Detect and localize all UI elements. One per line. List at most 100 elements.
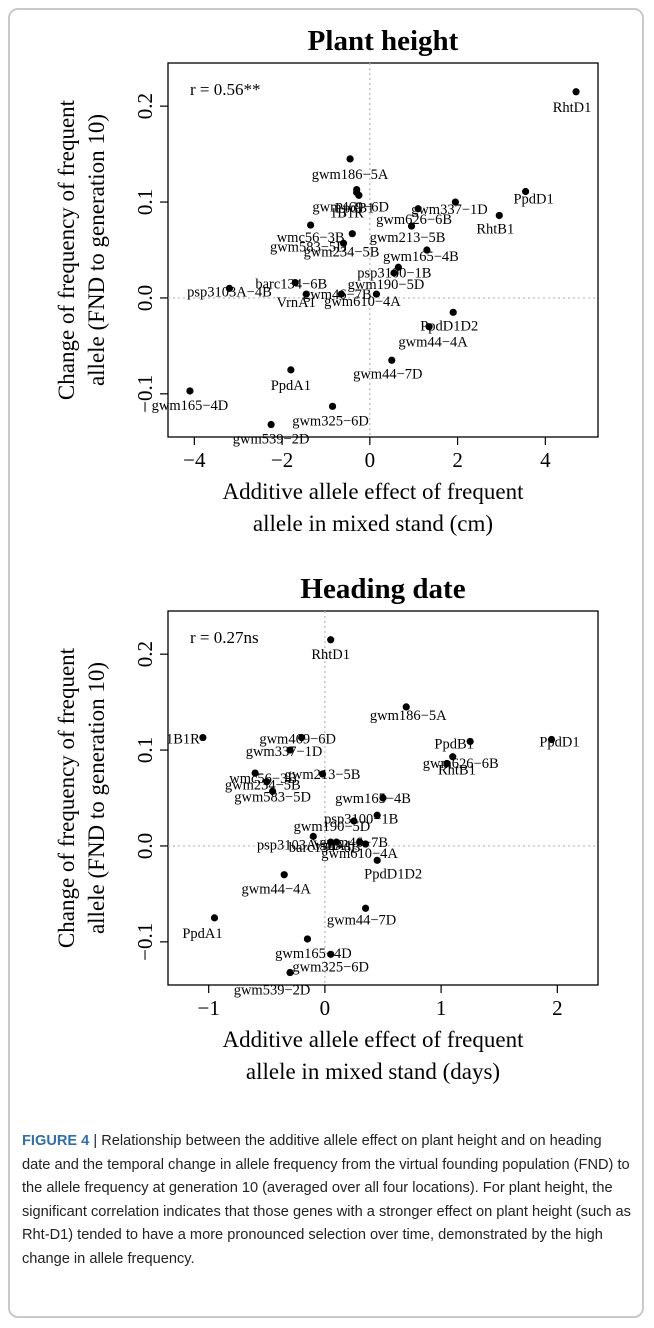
x-axis-title-line-2: allele in mixed stand (cm) [253,511,493,536]
point-label-gwm325-6d: gwm325−6D [292,413,369,429]
heading-date-chart: Heading date −1 0 1 2 −0.1 0.0 0.1 0.2 Additive a… [54,573,599,1084]
point-label-gwm190-5d: gwm190−5D [348,277,425,293]
point-label-gwm186-5a: gwm186−5A [370,708,447,724]
point-label-psp3103a-4b: psp3103A−4B [187,284,272,300]
chart-title: Heading date [300,573,465,605]
plant-height-chart: Plant height −4 −2 0 2 4 −0.1 0.0 0.1 0.2 Additive… [54,25,599,536]
point-label-gwm583-5d: gwm583−5D [270,240,347,256]
point-vrna1 [332,838,341,846]
point-label-gwm213-5b: gwm213−5B [370,230,446,246]
point-gwm337-1d [286,746,294,754]
figure-caption: FIGURE 4 | Relationship between the addi… [22,1130,634,1271]
point-1b1r [199,733,207,742]
point-gwm46-7b [356,838,364,846]
point-psp3100-1b [394,263,402,271]
point-label-gwm539-2d: gwm539−2D [234,983,311,999]
point-label-ppdb1: PpdB1 [335,201,375,217]
point-gwm325-6d [327,950,335,958]
point-gwm44-4a [280,871,288,879]
y-tick-label: 0.2 [133,93,157,119]
point-psp3103a-4b [225,284,234,292]
x-tick-label: −2 [271,448,293,472]
point-label-gwm165-4b: gwm165−4B [335,791,411,807]
point-label-psp3100-1b: psp3100−1B [324,811,398,827]
point-label-1b1r: 1B1R [166,732,200,748]
correlation-annotation: r = 0.56** [190,80,261,99]
point-gwm539-2d [286,968,294,977]
y-tick-label: 0.1 [133,737,157,763]
x-tick-label: −4 [183,448,206,472]
plot-area [167,62,599,438]
point-label-wmc56-3b: wmc56−3B [229,771,297,787]
point-label-gwm186-5a: gwm186−5A [312,167,389,183]
y-axis-title-line-1: Change of frequency of frequent [54,647,79,948]
point-label-gwm46-7b: gwm46−7B [319,835,388,851]
point-label-gwm234-5b: gwm234−5B [225,778,301,794]
point-label-ppdd1: PpdD1 [539,735,579,751]
point-label-rhtb1: RhtB1 [438,762,476,778]
caption-text: Relationship between the additive allele… [22,1133,631,1267]
point-gwm610-4a [372,290,381,298]
y-tick-label: 0.2 [133,641,157,667]
point-label-gwm583-5d: gwm583−5D [234,789,311,805]
point-gwm44-4a [425,323,433,331]
point-ppdd1 [547,735,556,744]
point-label-vrna1: VrnA1 [313,838,352,854]
point-gwm234-5b [339,239,348,247]
point-gwm44-7d [361,904,370,912]
figure-label: FIGURE 4 [22,1133,90,1149]
point-1b1r [355,191,363,199]
point-label-gwm626-6b: gwm626−6B [376,212,452,228]
point-gwm165-4b [423,246,431,254]
point-label-gwm610-4a: gwm610−4A [324,294,401,310]
point-label-psp3103a-4b: psp3103A−4B [257,837,342,853]
point-rhtb1 [495,211,503,220]
point-label-ppda1: PpdA1 [182,926,222,942]
point-barc134-6b [327,838,335,846]
point-label-gwm469-6d: gwm469−6D [259,732,336,748]
point-label-gwm337-1d: gwm337−1D [246,744,323,760]
point-gwm234-5b [263,778,271,786]
point-ppda1 [210,914,219,922]
y-tick-label: 0.1 [133,189,157,215]
point-gwm539-2d [267,420,275,429]
x-tick-label: 2 [552,996,563,1020]
correlation-annotation: r = 0.27ns [190,628,259,647]
point-label-vrna1: VrnA1 [277,295,316,311]
point-rhtd1 [572,88,580,96]
point-gwm165-4b [379,794,387,802]
point-ppdd1d2 [373,856,381,864]
x-axis-title-line-2: allele in mixed stand (days) [246,1059,500,1084]
point-gwm626-6b [449,753,457,761]
point-gwm213-5b [407,222,416,230]
chart-title: Plant height [308,25,459,57]
point-label-gwm610-4a: gwm610−4A [321,846,398,862]
point-label-gwm626-6b: gwm626−6B [423,756,499,772]
x-axis-title-line-1: Additive allele effect of frequent [223,479,525,504]
point-label-gwm469-6d: gwm469−6D [312,199,389,215]
point-label-gwm325-6d: gwm325−6D [292,959,369,975]
point-label-ppda1: PpdA1 [271,378,311,394]
point-wmc56-3b [251,769,259,777]
point-ppda1 [287,366,295,374]
plot-area [167,610,599,986]
point-label-gwm46-7b: gwm46−7B [303,287,372,303]
point-gwm190-5d [390,269,398,277]
point-wmc56-3b [307,221,315,229]
x-tick-label: 1 [436,996,447,1020]
x-axis-title-line-1: Additive allele effect of frequent [223,1027,525,1052]
x-tick-label: 4 [540,448,551,472]
y-axis-title-line-2: allele (FND to generation 10) [84,114,109,386]
point-label-ppdd1d2: PpdD1D2 [364,866,422,882]
point-label-rhtb1: RhtB1 [476,221,514,237]
point-gwm325-6d [328,402,337,410]
point-barc134-6b [291,279,299,287]
point-label-gwm234-5b: gwm234−5B [304,244,380,260]
point-label-barc134-6b: barc134−6B [289,840,361,856]
point-label-gwm44-4a: gwm44−4A [398,335,468,351]
point-gwm583-5d [348,230,356,238]
point-label-gwm165-4b: gwm165−4B [383,249,459,265]
point-label-ppdb1: PpdB1 [434,736,474,752]
y-tick-label: −0.1 [133,375,157,413]
x-tick-label: −1 [198,996,220,1020]
